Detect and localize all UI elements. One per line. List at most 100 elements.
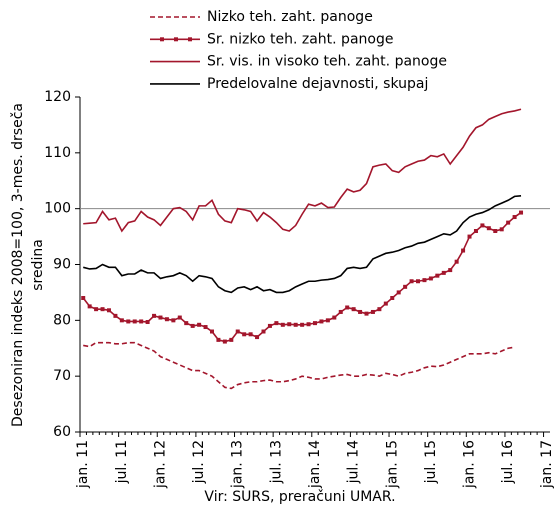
- marker: [364, 311, 369, 316]
- marker: [255, 335, 260, 340]
- marker: [467, 234, 472, 239]
- y-axis-title-line: sredina: [30, 239, 46, 291]
- marker: [235, 329, 240, 334]
- y-tick-label: 60: [53, 424, 71, 440]
- marker: [390, 296, 395, 300]
- marker: [203, 325, 208, 330]
- marker: [126, 319, 131, 324]
- marker: [403, 284, 408, 289]
- marker: [300, 322, 305, 327]
- legend-label: Sr. nizko teh. zaht. panoge: [207, 31, 393, 47]
- marker: [94, 307, 99, 312]
- marker: [435, 273, 440, 278]
- marker: [306, 322, 311, 327]
- marker: [100, 307, 105, 312]
- marker: [441, 270, 446, 275]
- marker: [145, 320, 150, 325]
- marker: [313, 321, 317, 326]
- marker: [248, 332, 253, 337]
- marker: [209, 329, 214, 334]
- legend-marker: [188, 37, 192, 42]
- marker: [184, 321, 189, 326]
- marker: [216, 337, 221, 342]
- marker: [422, 278, 427, 283]
- marker: [370, 309, 375, 314]
- marker: [132, 319, 137, 324]
- x-tick-label: jul. 11: [114, 440, 130, 484]
- marker: [158, 315, 163, 320]
- marker: [499, 227, 504, 232]
- marker: [319, 319, 324, 324]
- marker: [512, 215, 517, 220]
- legend-label: Predelovalne dejavnosti, skupaj: [207, 76, 428, 92]
- x-tick-label: jul. 16: [500, 440, 516, 484]
- legend-label: Nizko teh. zaht. panoge: [207, 9, 373, 25]
- marker: [396, 290, 401, 295]
- x-tick-label: jul. 15: [423, 440, 439, 484]
- y-tick-label: 100: [44, 201, 71, 217]
- marker: [229, 337, 234, 342]
- marker: [139, 319, 144, 324]
- series-line: [83, 341, 515, 390]
- marker: [428, 276, 433, 281]
- marker: [113, 313, 118, 318]
- marker: [190, 323, 195, 328]
- marker: [416, 279, 421, 284]
- marker: [287, 322, 292, 327]
- series-line: [83, 108, 522, 233]
- marker: [486, 226, 491, 231]
- y-axis-title: Desezoniran indeks 2008=100, 3-mes. drse…: [10, 103, 46, 427]
- y-tick-label: 110: [44, 145, 71, 161]
- x-tick-label: jan. 16: [462, 440, 478, 489]
- x-tick-label: jul. 12: [191, 440, 207, 484]
- marker: [280, 322, 285, 327]
- marker: [358, 309, 363, 314]
- marker: [377, 307, 382, 312]
- marker: [119, 318, 124, 323]
- marker: [345, 305, 350, 310]
- marker: [106, 308, 111, 313]
- legend-marker: [160, 37, 164, 42]
- marker: [454, 259, 459, 264]
- x-tick-label: jan. 12: [152, 440, 168, 489]
- marker: [506, 220, 511, 225]
- y-axis-title-line: Desezoniran indeks 2008=100, 3-mes. drse…: [10, 103, 26, 427]
- marker: [473, 229, 478, 233]
- legend-label: Sr. vis. in visoko teh. zaht. panoge: [207, 54, 447, 70]
- marker: [493, 229, 498, 233]
- marker: [274, 321, 279, 326]
- marker: [409, 279, 414, 284]
- marker: [177, 315, 182, 320]
- y-tick-label: 120: [44, 89, 71, 105]
- x-tick-label: jan. 11: [75, 440, 91, 489]
- x-tick-label: jan. 17: [539, 440, 555, 489]
- marker: [338, 309, 343, 314]
- marker: [293, 322, 298, 327]
- x-tick-label: jan. 14: [307, 440, 323, 489]
- marker: [383, 301, 388, 306]
- marker: [325, 318, 330, 323]
- series-line: [83, 195, 522, 294]
- y-tick-label: 80: [53, 312, 71, 328]
- marker: [171, 318, 176, 323]
- marker: [87, 304, 92, 309]
- x-tick-label: jan. 13: [230, 440, 246, 489]
- marker: [81, 296, 86, 300]
- marker: [197, 322, 202, 327]
- marker: [519, 210, 524, 215]
- marker: [222, 339, 227, 344]
- marker: [242, 332, 247, 337]
- marker: [332, 315, 337, 320]
- marker: [448, 268, 453, 273]
- x-tick-label: jan. 15: [384, 440, 400, 489]
- y-tick-label: 70: [53, 368, 71, 384]
- y-tick-label: 90: [53, 257, 71, 273]
- marker: [261, 329, 266, 334]
- x-tick-label: jul. 14: [346, 440, 362, 484]
- source: Vir: SURS, preračuni UMAR.: [204, 489, 395, 505]
- marker: [480, 223, 485, 228]
- marker: [152, 313, 157, 318]
- marker: [351, 307, 356, 312]
